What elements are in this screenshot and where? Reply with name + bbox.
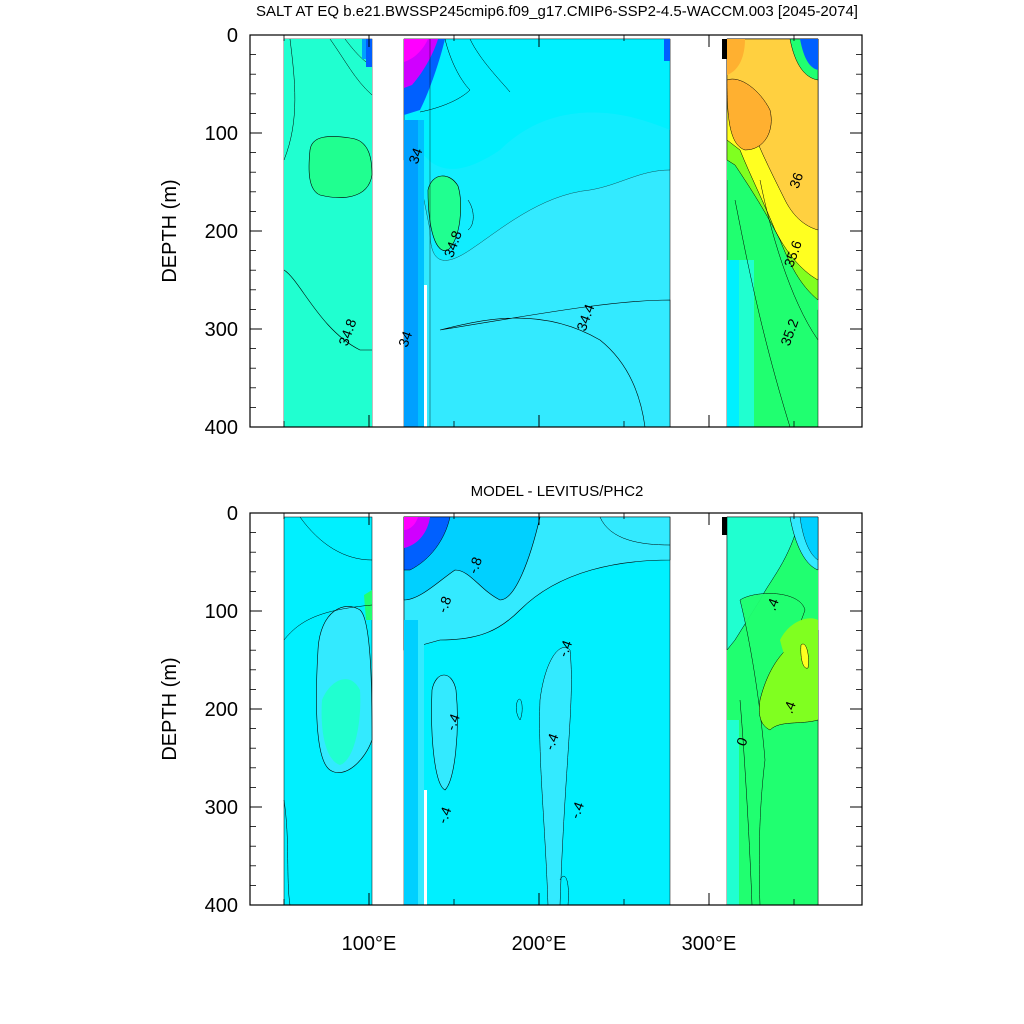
top-y-tick-label: 100 [205,123,238,145]
bottom-contour-label: -.4 [541,731,562,752]
top-y-axis-title: DEPTH (m) [159,179,181,282]
top-contour-label: 34 [405,146,425,166]
bottom-x-tick-label: 100°E [342,933,397,955]
top-indian-basin [283,38,373,427]
bottom-y-tick-label: 200 [205,699,238,721]
bottom-contour-label: -.8 [464,555,485,576]
bottom-y-ticks: 0 100 200 300 400 [205,503,862,917]
bottom-contour-label: -.4 [555,638,576,659]
bottom-contour-label: -.8 [434,594,455,615]
panel-top-plot-area [283,38,819,427]
bottom-pacific-basin [403,516,671,905]
top-y-tick-label: 200 [205,221,238,243]
top-y-ticks: 0 100 200 300 400 [205,25,862,439]
top-x-ticks [283,35,795,427]
top-atlantic-basin [722,38,819,427]
bottom-x-ticks: 100°E 200°E 300°E [283,513,795,955]
panel-bottom: MODEL - LEVITUS/PHC2 [159,483,863,955]
bottom-contour-label: -.4 [442,711,463,732]
bottom-contour-label: .4 [763,596,782,613]
bottom-y-tick-label: 100 [205,601,238,623]
panel-bottom-title: MODEL - LEVITUS/PHC2 [471,483,644,500]
panel-top-title: SALT AT EQ b.e21.BWSSP245cmip6.f09_g17.C… [256,3,858,20]
bottom-indian-basin [283,516,373,905]
bottom-y-tick-label: 0 [227,503,238,525]
bottom-y-tick-label: 400 [205,895,238,917]
top-pacific-basin [403,38,671,427]
top-contour-label: 36 [786,170,806,190]
top-y-tick-label: 0 [227,25,238,47]
panel-top: SALT AT EQ b.e21.BWSSP245cmip6.f09_g17.C… [159,3,863,439]
bottom-contour-label: -.4 [434,804,455,825]
bottom-y-axis-title: DEPTH (m) [159,657,181,760]
panel-bottom-plot-area [283,516,819,905]
bottom-y-tick-label: 300 [205,797,238,819]
bottom-contour-label: .4 [780,699,799,716]
bottom-contour-label: -.4 [566,800,587,821]
bottom-contour-labels: -.8-.8-.4-.4-.4-.4 -.4.4.40 [434,555,799,826]
top-y-tick-label: 300 [205,319,238,341]
top-contour-label: 34 [395,329,415,349]
top-y-tick-label: 400 [205,417,238,439]
bottom-x-tick-label: 200°E [512,933,567,955]
bottom-atlantic-basin [722,516,819,905]
bottom-x-tick-label: 300°E [682,933,737,955]
